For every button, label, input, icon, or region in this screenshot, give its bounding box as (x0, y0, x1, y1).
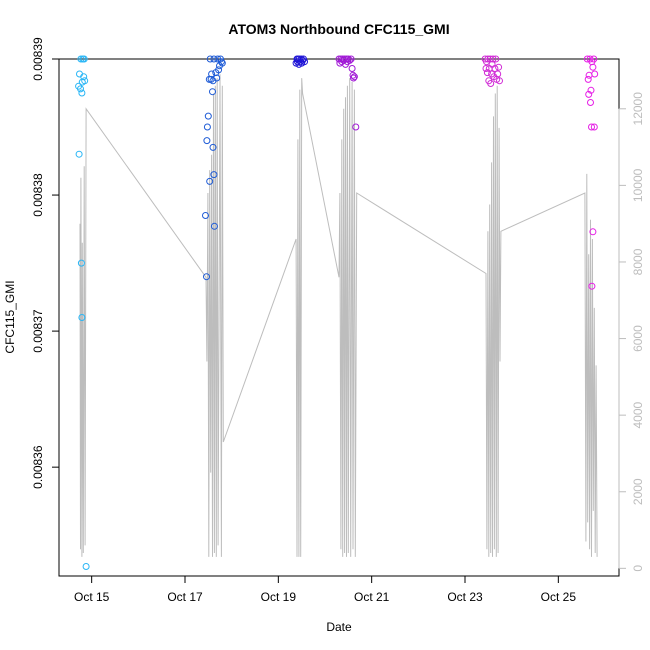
chart-title: ATOM3 Northbound CFC115_GMI (228, 21, 449, 37)
data-point (80, 73, 88, 81)
y2-tick-label: 6000 (631, 325, 645, 352)
y2-tick-label: 0 (631, 565, 645, 572)
data-point (81, 77, 89, 85)
data-point (589, 63, 597, 71)
data-point (348, 65, 356, 72)
data-point (590, 55, 598, 63)
data-point (344, 55, 352, 63)
data-point (482, 65, 490, 72)
data-point (77, 259, 85, 267)
altitude-trace-layer (79, 74, 598, 557)
data-point (210, 222, 218, 230)
data-point (585, 90, 593, 98)
data-point (78, 314, 86, 321)
data-point (588, 282, 596, 290)
data-point (78, 89, 86, 97)
data-point (492, 55, 500, 63)
data-point (206, 177, 214, 185)
y-axis-label: CFC115_GMI (3, 280, 17, 353)
x-tick-label: Oct 19 (261, 590, 297, 604)
data-point (206, 55, 214, 63)
y-tick-label: 0.00837 (31, 309, 45, 353)
data-point (299, 56, 307, 64)
data-point (77, 55, 85, 63)
data-point (484, 55, 492, 63)
data-point (218, 59, 226, 67)
data-point (77, 85, 84, 93)
data-point (585, 71, 593, 79)
data-point (217, 58, 225, 66)
altitude-line (79, 74, 598, 557)
data-point (588, 123, 595, 131)
x-tick-label: Oct 25 (541, 590, 577, 604)
data-points-layer (75, 55, 599, 570)
x-tick-label: Oct 17 (167, 590, 203, 604)
data-point (350, 73, 358, 81)
x-tick-label: Oct 23 (447, 590, 483, 604)
plot-frame (58, 58, 620, 577)
data-point (301, 58, 308, 66)
data-point (349, 71, 357, 79)
data-point (80, 55, 88, 63)
data-point (203, 123, 211, 131)
y2-tick-label: 12000 (631, 92, 645, 126)
data-point (203, 273, 210, 281)
x-tick-label: Oct 15 (74, 590, 110, 604)
data-point (483, 69, 491, 77)
data-point (82, 563, 90, 570)
data-point (587, 86, 595, 94)
data-point (215, 66, 223, 74)
data-point (210, 171, 218, 179)
data-point (487, 80, 495, 87)
y-tick-label: 0.00838 (31, 173, 45, 217)
data-point (489, 55, 497, 63)
data-point (203, 137, 211, 145)
data-point (75, 150, 83, 158)
data-point (346, 56, 354, 64)
y-tick-label: 0.00839 (31, 37, 45, 81)
y-tick-label: 0.00836 (31, 445, 45, 489)
data-point (494, 70, 502, 78)
data-point (350, 74, 357, 82)
x-axis-label: Date (326, 620, 352, 634)
data-point (210, 55, 218, 63)
data-point (590, 123, 598, 131)
data-point (202, 212, 209, 219)
y2-tick-label: 2000 (631, 478, 645, 505)
y2-tick-label: 4000 (631, 401, 645, 428)
data-point (496, 77, 503, 85)
data-point (491, 65, 499, 72)
data-point (589, 228, 597, 236)
data-point (587, 99, 594, 106)
data-point (208, 70, 216, 78)
data-point (209, 88, 216, 96)
y2-tick-label: 10000 (631, 168, 645, 202)
data-point (213, 74, 221, 82)
data-point (209, 143, 217, 151)
data-point (591, 70, 599, 78)
secondary-y-axis: 0 2000 4000 6000 8000 10000 12000 (618, 92, 645, 572)
data-point (204, 112, 212, 120)
data-point (347, 55, 355, 63)
y-axis: 0.00836 0.00837 0.00838 0.00839 (31, 37, 60, 489)
y2-tick-label: 8000 (631, 248, 645, 275)
data-point (584, 75, 592, 83)
data-point (495, 63, 503, 71)
x-tick-label: Oct 21 (354, 590, 390, 604)
data-point (352, 123, 360, 131)
x-axis: Oct 15 Oct 17 Oct 19 Oct 21 Oct 23 Oct 25 (74, 575, 577, 604)
